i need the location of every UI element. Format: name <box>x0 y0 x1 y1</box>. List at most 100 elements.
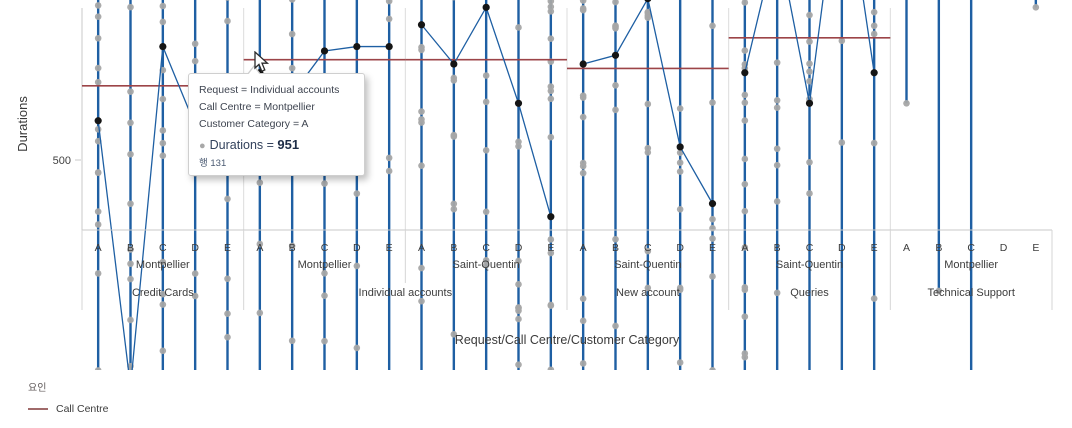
data-point[interactable] <box>709 99 716 106</box>
mean-point[interactable] <box>676 143 684 151</box>
data-point[interactable] <box>321 180 328 187</box>
data-point[interactable] <box>870 139 878 147</box>
data-point[interactable] <box>482 98 490 106</box>
data-point[interactable] <box>741 91 749 99</box>
data-point[interactable] <box>418 46 425 54</box>
data-point[interactable] <box>127 3 134 11</box>
data-point[interactable] <box>676 206 684 213</box>
mean-point[interactable] <box>741 69 749 77</box>
data-point[interactable] <box>579 6 587 14</box>
data-point[interactable] <box>418 297 425 305</box>
data-point[interactable] <box>547 0 555 5</box>
data-point[interactable] <box>127 246 134 253</box>
data-point[interactable] <box>741 117 749 124</box>
data-point[interactable] <box>612 235 619 243</box>
data-point[interactable] <box>547 366 555 374</box>
data-point[interactable] <box>1032 4 1040 11</box>
mean-point[interactable] <box>805 99 814 107</box>
data-point[interactable] <box>644 100 652 108</box>
data-point[interactable] <box>644 284 652 292</box>
data-point[interactable] <box>94 2 102 9</box>
data-point[interactable] <box>288 64 296 72</box>
mean-point[interactable] <box>159 42 167 51</box>
data-point[interactable] <box>547 236 555 243</box>
data-point[interactable] <box>127 260 134 268</box>
data-point[interactable] <box>191 40 199 48</box>
data-point[interactable] <box>773 59 781 66</box>
data-point[interactable] <box>224 17 231 25</box>
data-point[interactable] <box>127 88 134 95</box>
mean-point[interactable] <box>450 60 458 68</box>
data-point[interactable] <box>288 337 296 345</box>
data-point[interactable] <box>224 275 231 283</box>
data-point[interactable] <box>450 131 458 139</box>
mean-point[interactable] <box>870 69 878 77</box>
data-point[interactable] <box>547 302 555 309</box>
data-point[interactable] <box>612 322 619 330</box>
data-point[interactable] <box>94 13 102 20</box>
data-point[interactable] <box>547 35 555 42</box>
mean-point[interactable] <box>514 99 523 107</box>
legend-item-call-centre[interactable]: Call Centre <box>28 403 109 415</box>
data-point[interactable] <box>224 0 231 1</box>
data-point[interactable] <box>806 60 813 68</box>
data-point[interactable] <box>579 169 587 177</box>
data-point[interactable] <box>741 207 749 215</box>
data-point[interactable] <box>773 145 781 153</box>
data-point[interactable] <box>547 133 555 141</box>
mean-point[interactable] <box>482 3 490 11</box>
data-point[interactable] <box>709 235 716 242</box>
data-point[interactable] <box>418 116 425 123</box>
mean-point[interactable] <box>644 0 652 3</box>
data-point[interactable] <box>709 22 716 30</box>
mean-point[interactable] <box>708 200 717 208</box>
data-point[interactable] <box>353 190 361 197</box>
data-point[interactable] <box>515 257 522 265</box>
data-point[interactable] <box>94 367 102 374</box>
data-point[interactable] <box>870 8 878 16</box>
data-point[interactable] <box>579 317 587 325</box>
data-point[interactable] <box>159 258 167 266</box>
data-point[interactable] <box>450 331 458 338</box>
data-point[interactable] <box>321 270 328 277</box>
data-point[interactable] <box>709 215 716 223</box>
data-point[interactable] <box>579 162 587 170</box>
data-point[interactable] <box>450 200 458 208</box>
data-point[interactable] <box>256 240 264 248</box>
data-point[interactable] <box>418 108 425 115</box>
data-point[interactable] <box>903 99 910 107</box>
data-point[interactable] <box>741 155 749 163</box>
data-point[interactable] <box>94 270 102 277</box>
data-point[interactable] <box>579 360 587 367</box>
data-point[interactable] <box>806 158 813 166</box>
data-point[interactable] <box>159 139 167 147</box>
data-point[interactable] <box>547 8 555 15</box>
data-point[interactable] <box>644 144 652 152</box>
mean-point[interactable] <box>94 117 102 125</box>
data-point[interactable] <box>515 138 522 146</box>
data-point[interactable] <box>159 152 167 160</box>
data-point[interactable] <box>515 24 522 31</box>
mean-point[interactable] <box>417 21 426 29</box>
data-point[interactable] <box>741 47 749 54</box>
data-point[interactable] <box>482 261 490 269</box>
data-point[interactable] <box>482 147 490 154</box>
data-point[interactable] <box>288 0 296 3</box>
data-point[interactable] <box>224 195 231 203</box>
data-point[interactable] <box>385 154 393 162</box>
data-point[interactable] <box>450 205 458 213</box>
data-point[interactable] <box>224 333 231 341</box>
data-point[interactable] <box>806 68 813 75</box>
data-point[interactable] <box>94 34 102 42</box>
data-point[interactable] <box>838 139 846 146</box>
data-point[interactable] <box>94 125 102 133</box>
data-point[interactable] <box>579 295 587 302</box>
data-point[interactable] <box>644 14 652 22</box>
data-point[interactable] <box>385 167 393 175</box>
data-point[interactable] <box>612 0 619 6</box>
data-point[interactable] <box>579 92 587 99</box>
data-point[interactable] <box>709 273 716 280</box>
data-point[interactable] <box>612 106 619 114</box>
data-point[interactable] <box>159 127 167 134</box>
data-point[interactable] <box>418 162 425 169</box>
